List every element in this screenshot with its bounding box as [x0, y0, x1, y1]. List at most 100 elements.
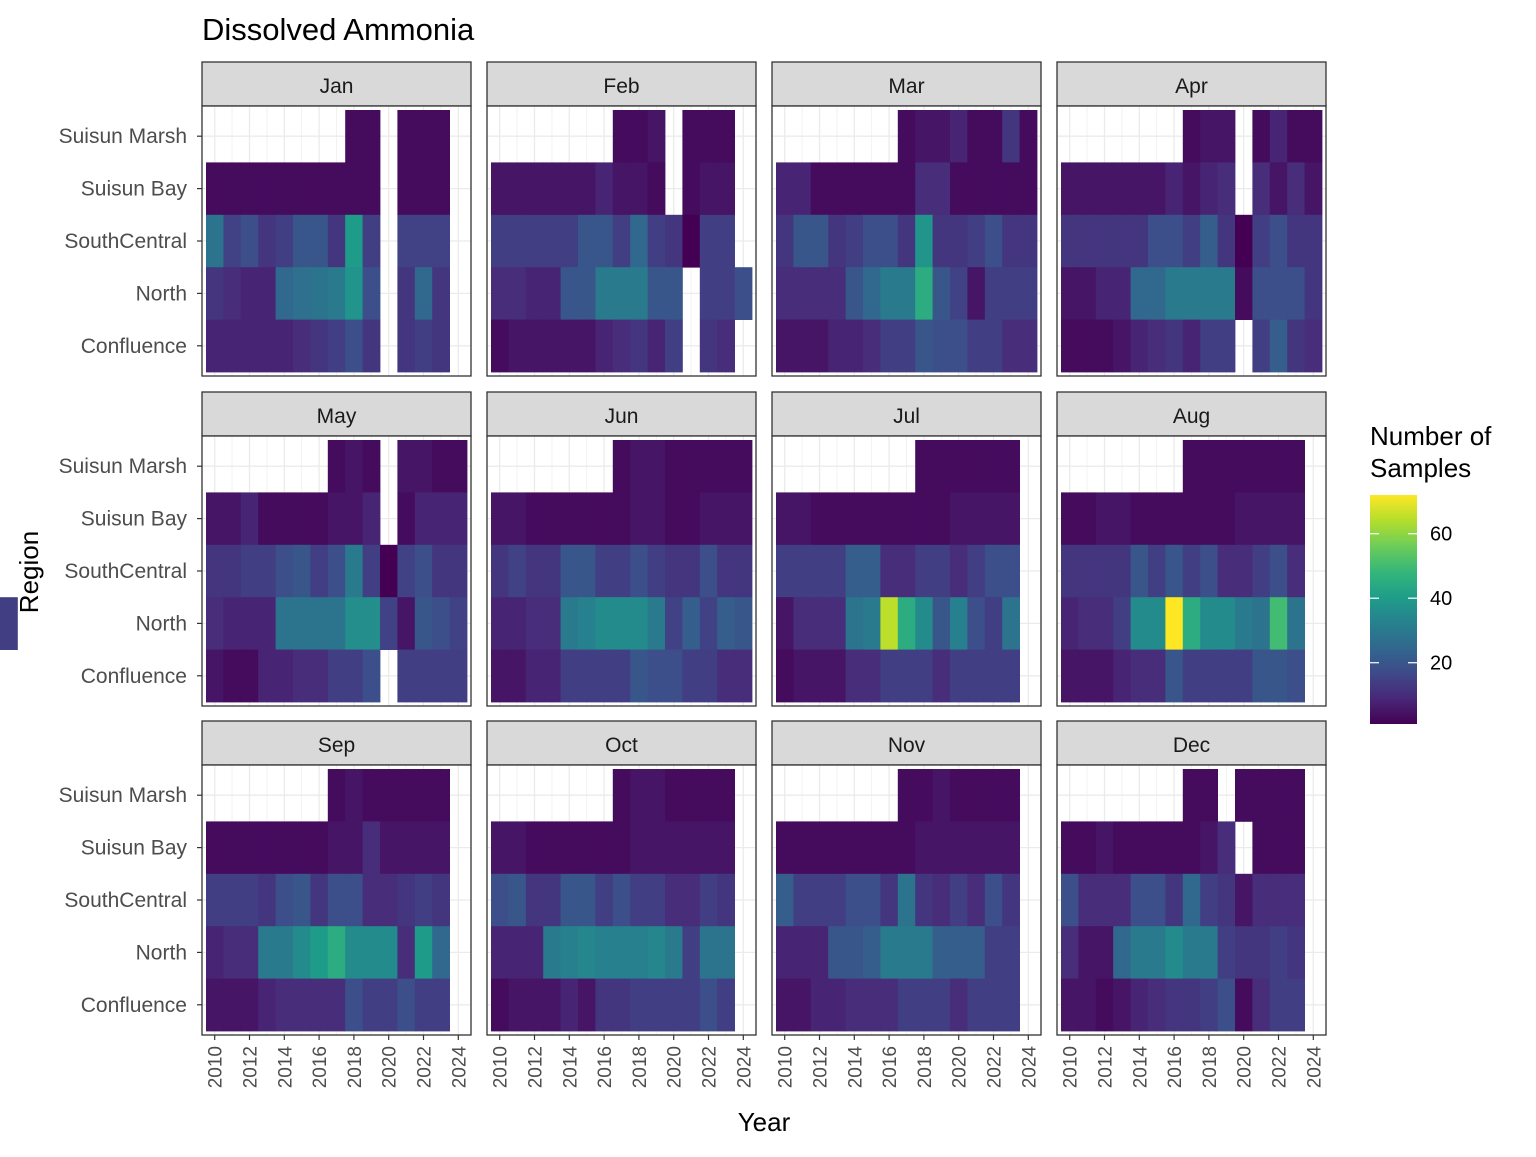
heatmap-tile: [828, 162, 846, 216]
heatmap-tile: [223, 267, 242, 320]
heatmap-tile: [327, 926, 346, 979]
heatmap-tile: [1217, 162, 1236, 216]
heatmap-tile: [717, 110, 735, 163]
heatmap-tile: [880, 544, 899, 598]
heatmap-tile: [717, 597, 735, 650]
heatmap-tile: [1130, 162, 1149, 216]
heatmap-tile: [984, 978, 1003, 1032]
x-axes: 2010 2012 2014 2016 2018 2020 2022 2024 2010 2012…: [206, 1035, 1325, 1089]
heatmap-tile: [275, 649, 294, 703]
heatmap-tile: [1287, 769, 1305, 822]
heatmap-tile: [932, 440, 951, 493]
heatmap-tile: [863, 821, 881, 875]
heatmap-tile: [578, 267, 596, 320]
heatmap-tile: [950, 110, 968, 163]
heatmap-tile: [630, 769, 648, 822]
heatmap-tile: [612, 926, 631, 979]
heatmap-tile: [543, 267, 561, 320]
heatmap-tile: [717, 162, 735, 216]
x-tick-label: 2016: [310, 1046, 331, 1088]
heatmap-tile: [1304, 319, 1323, 373]
heatmap-tile: [612, 821, 631, 875]
heatmap-tile: [1095, 873, 1114, 927]
heatmap-tile: [1130, 597, 1149, 650]
heatmap-tile: [414, 492, 433, 546]
heatmap-tile: [1252, 319, 1271, 373]
x-tick-label: 2020: [1235, 1046, 1256, 1088]
heatmap-tile: [206, 873, 224, 927]
heatmap-tile: [1182, 649, 1201, 703]
heatmap-tile: [984, 440, 1003, 493]
heatmap-tile: [734, 544, 753, 598]
heatmap-tile: [258, 926, 276, 979]
heatmap-tile: [984, 492, 1003, 546]
heatmap-tile: [345, 821, 363, 875]
heatmap-tile: [1200, 597, 1218, 650]
heatmap-tile: [578, 597, 596, 650]
facet-strip-label: Dec: [1173, 734, 1210, 757]
heatmap-tile: [1235, 873, 1253, 927]
heatmap-tile: [1019, 110, 1038, 163]
facet-panel-apr: Apr: [1056, 61, 1327, 377]
heatmap-tile: [508, 319, 527, 373]
y-tick-label: North: [136, 612, 187, 635]
heatmap-tile: [897, 110, 916, 163]
heatmap-tile: [717, 769, 735, 822]
heatmap-tile: [863, 162, 881, 216]
panel-border: [486, 105, 757, 377]
heatmap-tile: [1235, 492, 1253, 546]
heatmap-tile: [1165, 162, 1184, 216]
heatmap-tile: [508, 214, 527, 268]
heatmap-tile: [362, 319, 381, 373]
heatmap-tile: [682, 926, 701, 979]
heatmap-tile: [432, 649, 450, 703]
heatmap-tile: [543, 214, 561, 268]
heatmap-tile: [880, 978, 899, 1032]
facet-strip-label: Sep: [318, 734, 355, 757]
heatmap-tile: [967, 649, 986, 703]
facet-strip: [201, 391, 472, 437]
facet-strip-label: Mar: [888, 75, 924, 98]
heatmap-tile: [345, 649, 363, 703]
heatmap-tile: [699, 214, 718, 268]
heatmap-tile: [1095, 319, 1114, 373]
facet-strip-label: May: [317, 405, 357, 428]
heatmap-tile: [595, 821, 614, 875]
heatmap-tile: [362, 492, 381, 546]
facet-strip-label: Apr: [1175, 75, 1208, 98]
y-tick-label: Suisun Bay: [81, 837, 188, 860]
heatmap-tile: [1095, 162, 1114, 216]
heatmap-tile: [915, 544, 933, 598]
heatmap-tile: [491, 649, 509, 703]
heatmap-tile: [491, 597, 509, 650]
heatmap-tile: [240, 821, 259, 875]
heatmap-tile: [1287, 978, 1305, 1032]
heatmap-tile: [810, 492, 829, 546]
heatmap-tile: [595, 214, 614, 268]
heatmap-tile: [275, 544, 294, 598]
heatmap-tile: [630, 544, 648, 598]
heatmap-tile: [345, 873, 363, 927]
heatmap-tile: [258, 873, 276, 927]
heatmap-tile: [699, 492, 718, 546]
heatmap-tile: [1252, 214, 1271, 268]
heatmap-tile: [258, 319, 276, 373]
heatmap-tile: [327, 162, 346, 216]
x-tick-label: 2014: [1130, 1046, 1151, 1089]
heatmap-tile: [397, 926, 416, 979]
facet-panel-nov: Nov: [771, 720, 1042, 1036]
heatmap-tile: [717, 544, 735, 598]
heatmap-tile: [828, 873, 846, 927]
heatmap-tile: [793, 821, 812, 875]
heatmap-tile: [397, 267, 416, 320]
heatmap-tile: [845, 597, 864, 650]
heatmap-tile: [1182, 214, 1201, 268]
heatmap-tile: [1182, 926, 1201, 979]
heatmap-tile: [950, 440, 968, 493]
heatmap-tile: [734, 267, 753, 320]
heatmap-tile: [1095, 649, 1114, 703]
facet-strip: [201, 720, 472, 766]
heatmap-tile: [717, 978, 735, 1032]
heatmap-tile: [310, 214, 329, 268]
heatmap-tile: [863, 926, 881, 979]
